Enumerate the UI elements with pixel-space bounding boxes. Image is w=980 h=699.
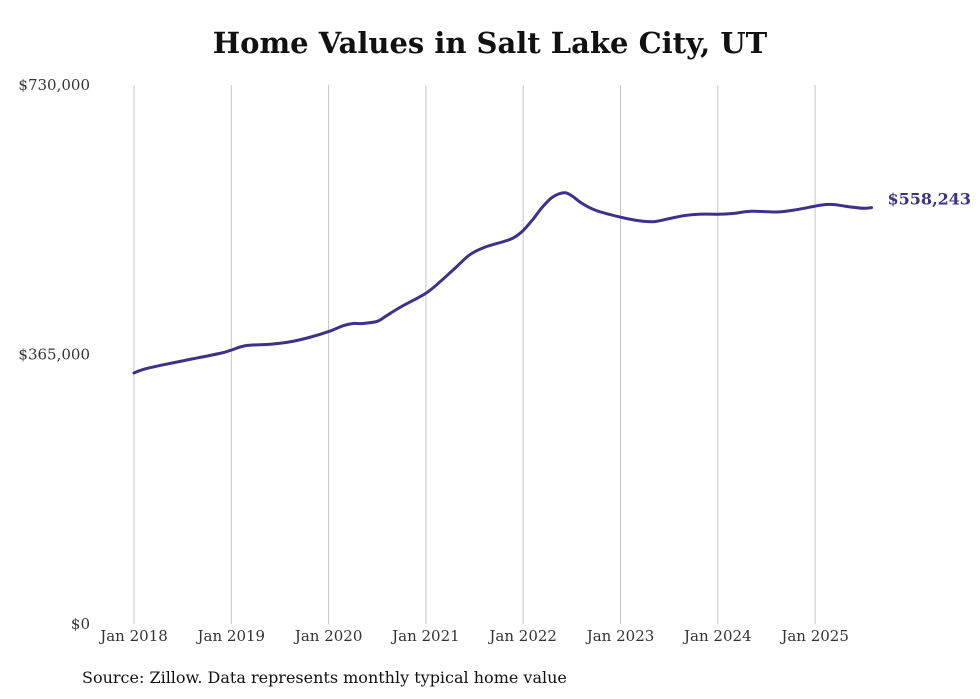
y-tick-label: $365,000 xyxy=(18,346,90,364)
x-axis-ticks: Jan 2018 Jan 2019 Jan 2020 Jan 2021 Jan 2022… xyxy=(98,627,849,645)
series-layer: $558,243 xyxy=(132,190,972,375)
x-tick-label: Jan 2025 xyxy=(779,627,849,645)
gridlines xyxy=(133,85,816,624)
end-value-label: $558,243 xyxy=(888,190,972,209)
x-tick-label: Jan 2024 xyxy=(682,627,752,645)
x-tick-label: Jan 2020 xyxy=(293,627,363,645)
x-tick-label: Jan 2022 xyxy=(487,627,557,645)
x-tick-label: Jan 2019 xyxy=(196,627,266,645)
home-value-line xyxy=(132,191,873,375)
x-tick-label: Jan 2023 xyxy=(585,627,655,645)
x-tick-label: Jan 2021 xyxy=(390,627,460,645)
y-tick-label: $0 xyxy=(71,615,90,633)
x-tick-label: Jan 2018 xyxy=(98,627,168,645)
chart-title: Home Values in Salt Lake City, UT xyxy=(212,26,768,60)
y-axis-ticks: $0 $365,000 $730,000 xyxy=(18,76,90,633)
source-note: Source: Zillow. Data represents monthly … xyxy=(82,668,567,687)
y-tick-label: $730,000 xyxy=(18,76,90,94)
